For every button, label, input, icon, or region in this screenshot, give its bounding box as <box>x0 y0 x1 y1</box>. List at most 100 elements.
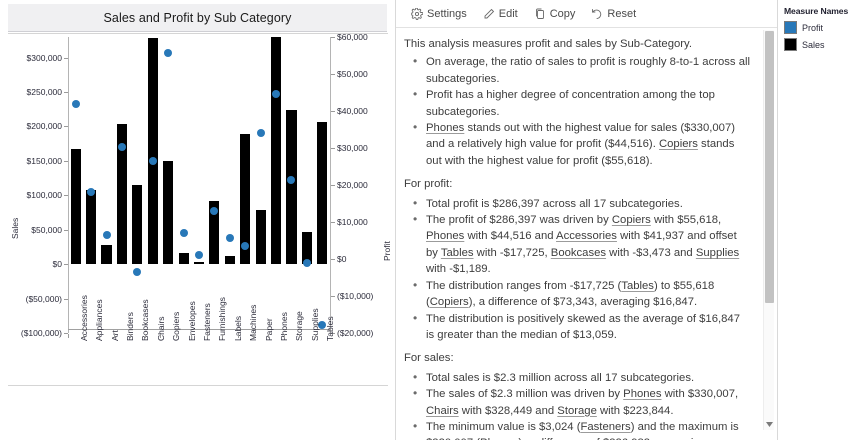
text-fragment: ), a difference of $326,983, averaging <box>518 437 706 440</box>
entity-link-accessories[interactable]: Accessories <box>556 230 617 243</box>
x-axis-tick <box>237 334 239 338</box>
profit-dot[interactable] <box>133 267 142 276</box>
entity-link-copiers[interactable]: Copiers <box>611 214 651 227</box>
entity-link-phones[interactable]: Phones <box>426 122 465 135</box>
edit-button[interactable]: Edit <box>476 5 525 23</box>
profit-dot[interactable] <box>287 176 296 185</box>
entity-link-bookcases[interactable]: Bookcases <box>550 246 607 259</box>
sales-bar[interactable] <box>163 161 174 265</box>
y-axis-left-tick-label: $200,000 <box>26 121 62 132</box>
profit-dot[interactable] <box>210 206 219 215</box>
toolbar: Settings Edit Copy <box>396 0 777 28</box>
profit-dot[interactable] <box>87 187 96 196</box>
scrollbar-thumb[interactable] <box>765 31 774 303</box>
y-axis-left-tick <box>64 264 68 266</box>
settings-button[interactable]: Settings <box>404 5 474 23</box>
profit-dot[interactable] <box>148 156 157 165</box>
edit-label: Edit <box>498 7 518 20</box>
entity-link-phones[interactable]: Phones <box>480 437 518 440</box>
text-fragment: with $55,618, <box>650 214 722 227</box>
entity-link-tables[interactable]: Tables <box>621 279 654 292</box>
text-fragment: with $223,844. <box>596 404 674 417</box>
profit-dot[interactable] <box>195 251 203 260</box>
copy-button[interactable]: Copy <box>527 5 583 23</box>
y-axis-left-tick <box>64 333 68 334</box>
sales-bar[interactable] <box>147 38 158 265</box>
sales-bar[interactable] <box>255 210 266 265</box>
profit-dot[interactable] <box>272 90 281 99</box>
sales-bar[interactable] <box>178 252 189 265</box>
y-axis-left-tick <box>64 160 68 162</box>
y-axis-left-tick <box>64 298 68 300</box>
sales-bar[interactable] <box>317 121 328 265</box>
profit-dot[interactable] <box>117 143 126 152</box>
entity-link-supplies[interactable]: Supplies <box>695 246 740 259</box>
sales-bullet-list: Total sales is $2.3 million across all 1… <box>404 369 751 440</box>
sales-bar[interactable] <box>209 201 220 265</box>
x-axis-tick <box>98 334 100 338</box>
x-axis-category-label[interactable]: Tables <box>325 316 336 341</box>
text-fragment: ) and the maximum is $330,007 ( <box>426 420 739 440</box>
entity-link-storage[interactable]: Storage <box>557 404 597 417</box>
sales-bar[interactable] <box>86 190 97 265</box>
sales-bar[interactable] <box>240 133 251 265</box>
scroll-down-arrow-icon[interactable] <box>764 419 775 430</box>
y-axis-right-tick <box>331 148 335 149</box>
x-axis-tick <box>129 334 131 338</box>
profit-dot[interactable] <box>256 129 265 137</box>
text-fragment: The sales of $2.3 million was driven by <box>426 388 624 401</box>
sales-bar[interactable] <box>270 36 282 265</box>
profit-dot[interactable] <box>302 259 311 268</box>
y-axis-right-tick-label: $50,000 <box>337 69 368 79</box>
y-axis-right-tick-label: $60,000 <box>337 32 368 42</box>
profit-dot[interactable] <box>164 49 173 58</box>
entity-link-phones[interactable]: Phones <box>426 230 465 243</box>
narrative-scroll-area[interactable]: This analysis measures profit and sales … <box>396 28 777 440</box>
undo-icon <box>591 8 603 20</box>
entity-link-copiers[interactable]: Copiers <box>429 296 469 309</box>
text-fragment: with -$17,725, <box>473 246 551 259</box>
profit-dot[interactable] <box>225 234 234 243</box>
entity-link-tables[interactable]: Tables <box>440 246 474 259</box>
y-axis-left-tick <box>64 57 68 59</box>
sales-bar[interactable] <box>286 110 297 265</box>
sales-bar[interactable] <box>101 245 112 265</box>
y-axis-right-tick-label: $0 <box>337 254 347 264</box>
y-axis-right-tick <box>331 222 335 223</box>
x-axis-tick <box>222 334 224 338</box>
x-axis-tick <box>145 334 147 338</box>
sales-bar[interactable] <box>193 262 205 265</box>
legend-item[interactable]: Profit <box>784 21 845 34</box>
x-axis-tick <box>268 334 270 338</box>
entity-link-chairs[interactable]: Chairs <box>426 404 459 417</box>
reset-label: Reset <box>607 7 637 20</box>
list-item: The minimum value is $3,024 (Fasteners) … <box>404 418 751 440</box>
y-axis-left-tick-label: $100,000 <box>26 190 62 201</box>
profit-dot[interactable] <box>318 320 327 329</box>
sales-bar[interactable] <box>301 232 312 265</box>
y-axis-left-tick <box>64 195 68 197</box>
legend-item-label: Profit <box>802 22 824 33</box>
entity-link-copiers[interactable]: Copiers <box>658 138 698 151</box>
profit-dot[interactable] <box>241 242 250 251</box>
entity-link-phones[interactable]: Phones <box>623 388 662 401</box>
list-item: The distribution ranges from -$17,725 (T… <box>404 277 751 311</box>
reset-button[interactable]: Reset <box>584 5 643 23</box>
gear-icon <box>411 7 423 20</box>
sales-bar[interactable] <box>116 124 127 265</box>
profit-bullet-list: Total profit is $286,397 across all 17 s… <box>404 195 751 344</box>
entity-link-fasteners[interactable]: Fasteners <box>580 420 631 433</box>
profit-dot[interactable] <box>179 229 188 238</box>
sales-bar[interactable] <box>224 255 235 265</box>
sales-section-heading: For sales: <box>404 352 454 365</box>
sales-bar[interactable] <box>132 185 143 265</box>
legend-item[interactable]: Sales <box>784 38 845 51</box>
vertical-scrollbar[interactable] <box>763 30 774 430</box>
x-axis-tick <box>68 334 69 338</box>
profit-dot[interactable] <box>102 230 111 239</box>
profit-dot[interactable] <box>71 99 80 108</box>
legend-item-label: Sales <box>802 39 825 50</box>
page-title: Sales and Profit by Sub Category <box>103 10 292 25</box>
narrative-intro: This analysis measures profit and sales … <box>404 38 692 50</box>
sales-bar[interactable] <box>70 148 81 265</box>
